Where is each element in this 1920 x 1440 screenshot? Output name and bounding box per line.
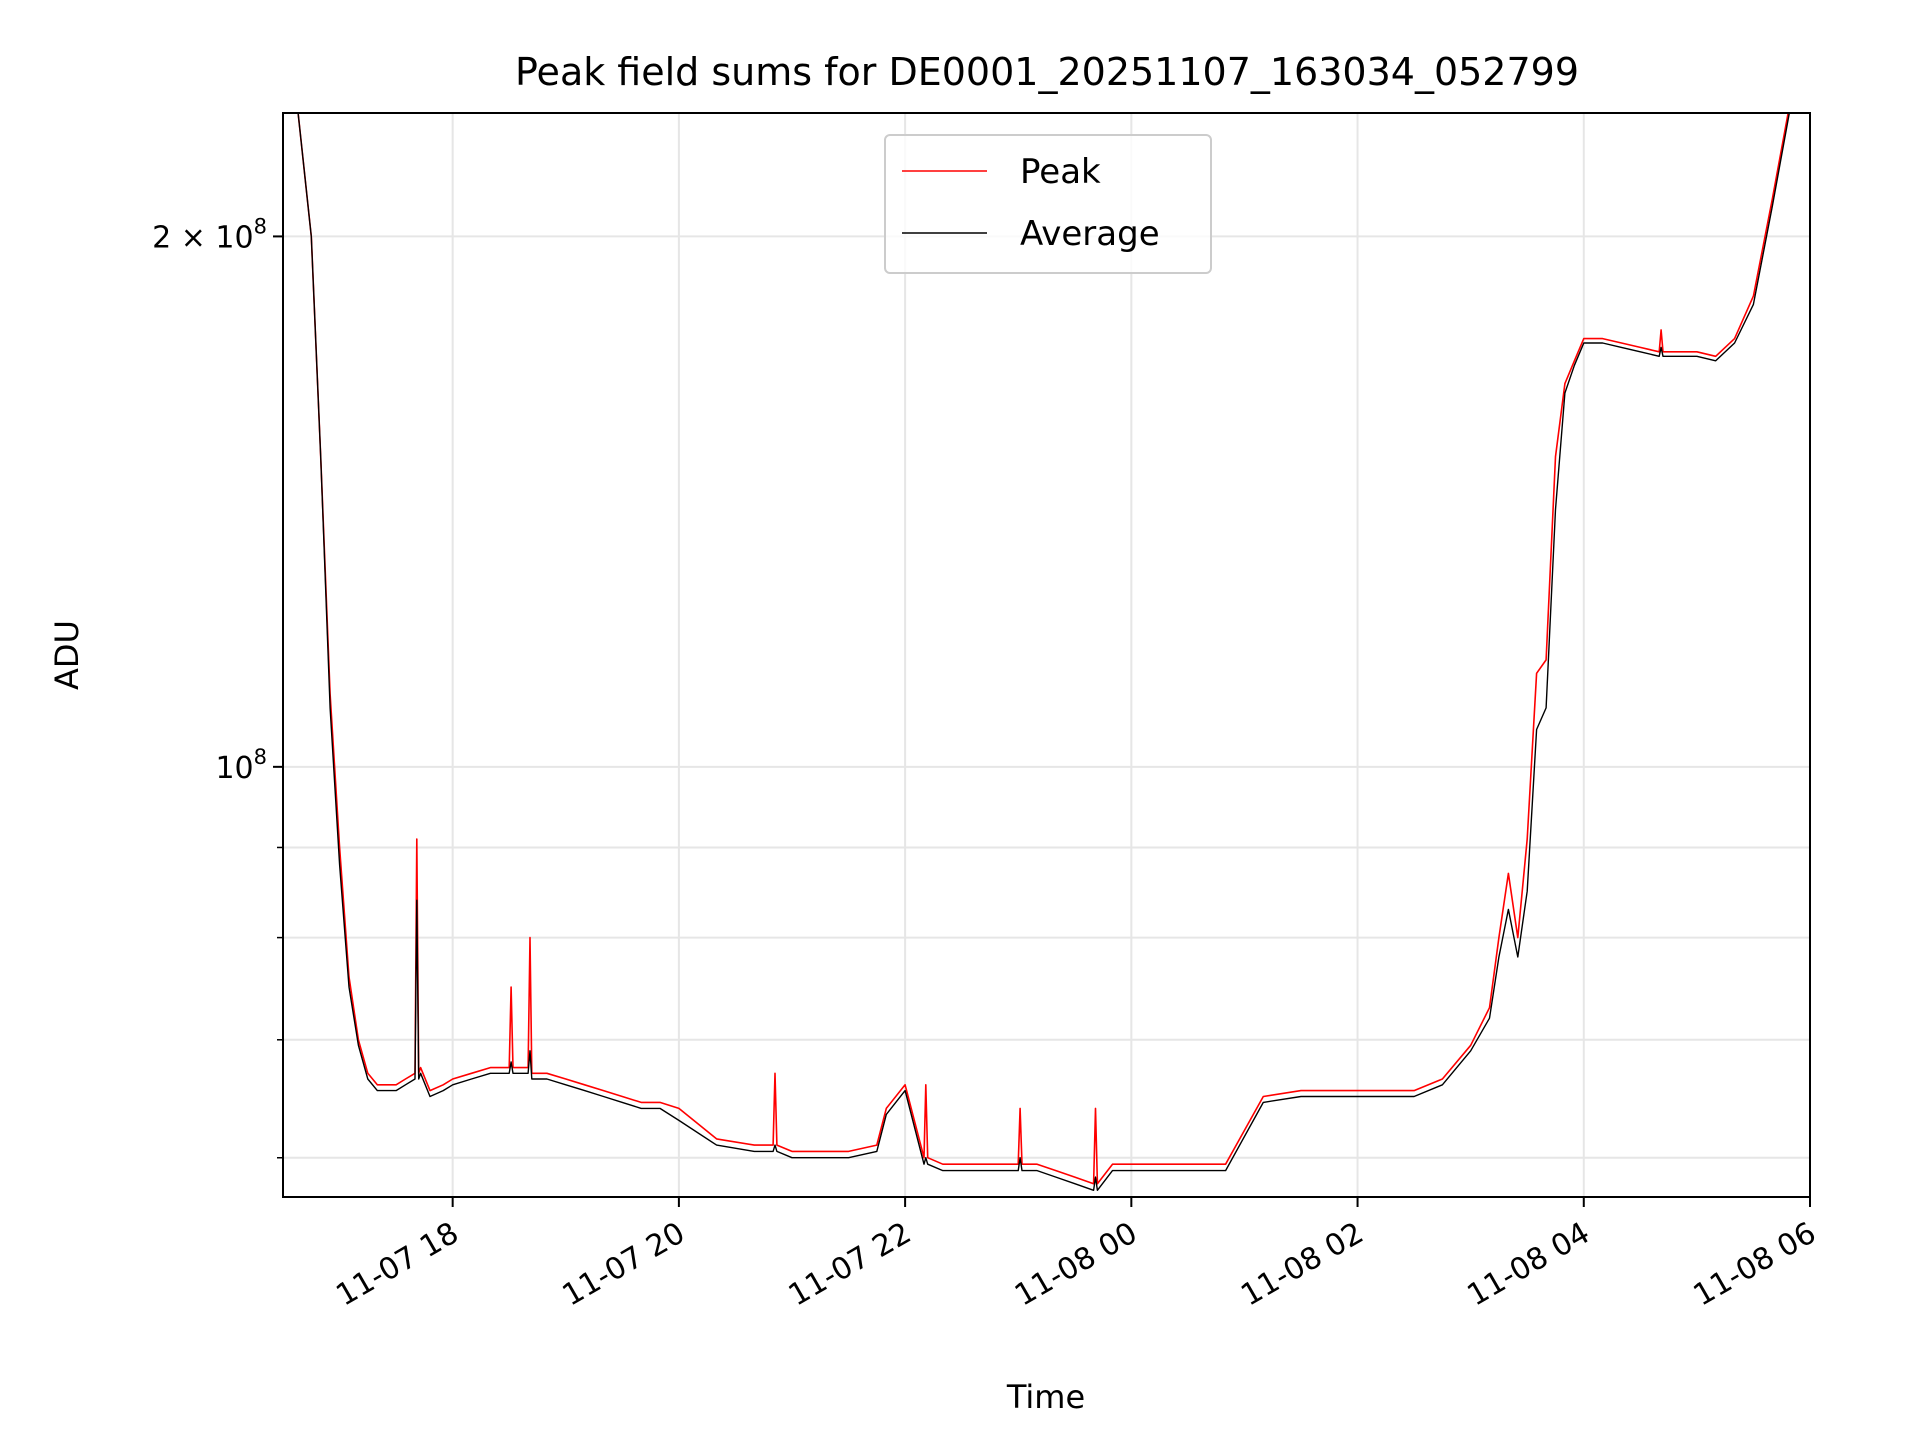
legend: Peak Average: [884, 134, 1212, 274]
y-tick-label: 2 × 108: [152, 214, 267, 255]
plot-area: [297, 113, 1791, 1192]
legend-label-peak: Peak: [1020, 152, 1101, 192]
plot-frame: [282, 112, 1811, 1198]
series-line-peak: [297, 113, 1789, 1185]
x-axis-label: Time: [1006, 1378, 1085, 1416]
chart-title: Peak field sums for DE0001_20251107_1630…: [515, 50, 1579, 94]
y-axis: 108 2 × 108: [152, 214, 283, 1159]
y-axis-label: ADU: [48, 620, 86, 690]
series-line-average: [297, 113, 1791, 1192]
legend-label-average: Average: [1020, 214, 1160, 254]
y-tick-label: 108: [215, 745, 267, 786]
grid: [283, 113, 1811, 1197]
series-layer: [297, 113, 1791, 1192]
legend-box: [884, 134, 1212, 274]
